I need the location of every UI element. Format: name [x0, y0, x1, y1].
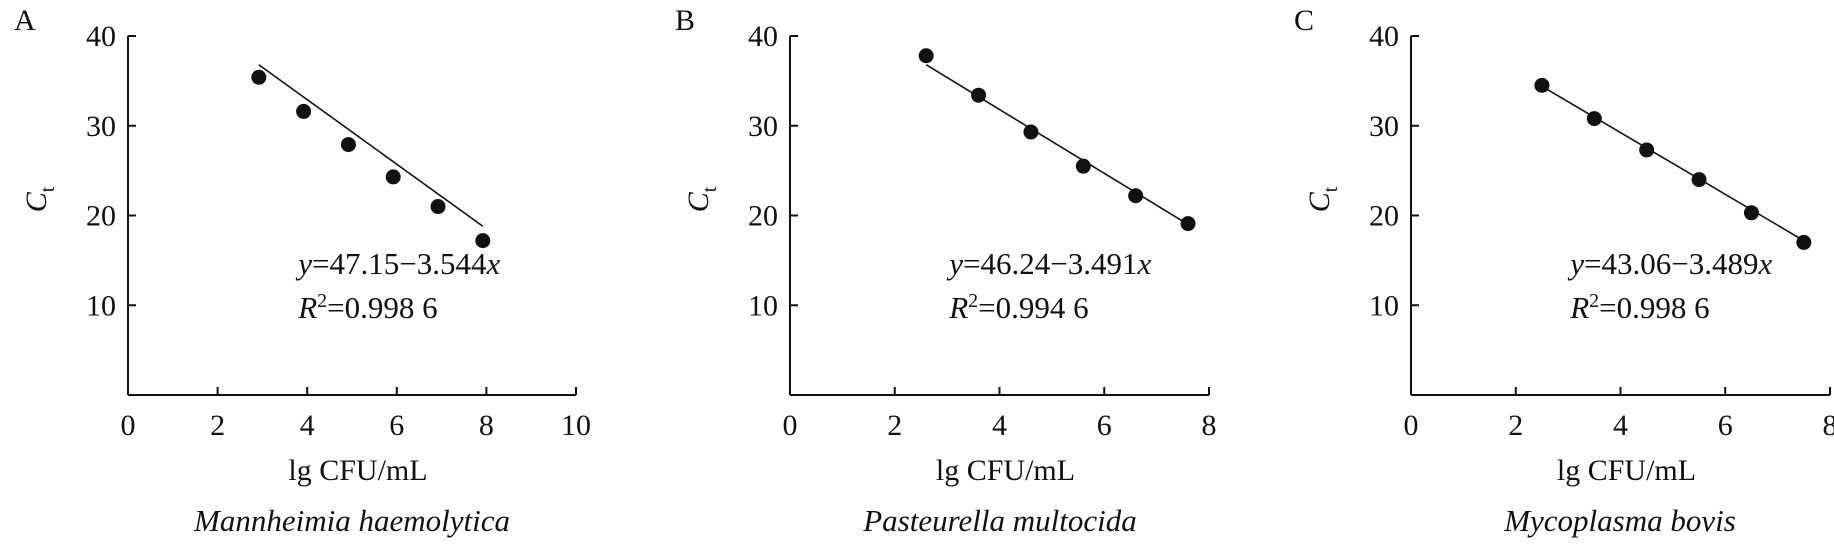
y-axis-title-sub: t: [37, 186, 59, 192]
species-caption: Mycoplasma bovis: [1503, 503, 1736, 538]
r-squared-value: =0.998 6: [1599, 290, 1709, 325]
x-tick-label: 6: [1097, 409, 1112, 442]
equation-x: x: [1136, 246, 1151, 281]
x-tick-label: 0: [1404, 409, 1419, 442]
r-squared: R2=0.998 6: [297, 290, 437, 325]
y-tick-label: 30: [1369, 110, 1399, 143]
data-point: [1743, 205, 1759, 221]
data-point: [251, 69, 267, 85]
regression-equation: y=43.06−3.489x: [1567, 246, 1772, 281]
fit-line: [258, 64, 484, 227]
equation-y: y: [1567, 246, 1584, 281]
equation-y: y: [295, 246, 312, 281]
data-point: [1023, 124, 1039, 140]
y-axis-title: Ct: [682, 186, 721, 212]
r-squared-exponent: 2: [317, 290, 327, 312]
data-point: [918, 48, 934, 64]
x-tick-label: 8: [479, 409, 494, 442]
y-tick-label: 40: [1369, 20, 1399, 53]
data-point: [1128, 188, 1144, 204]
x-tick-label: 2: [1508, 409, 1523, 442]
r-squared: R2=0.998 6: [1569, 290, 1709, 325]
chart-panel-c: C 0 2 4 6 8 10 20 30 40 Ct lg CFU/mL Mycoplasma bovi…: [1294, 4, 1834, 538]
y-tick-label: 20: [748, 200, 778, 233]
regression-equation: y=46.24−3.491x: [946, 246, 1151, 281]
fit-line: [1541, 85, 1805, 242]
x-tick-label: 6: [1718, 409, 1733, 442]
chart-panel-a: A 0 2 4 6 8 10 10 20 30 40 Ct lg CFU/mL Mannheimia ha…: [14, 4, 591, 538]
x-tick-label: 8: [1202, 409, 1217, 442]
x-tick-label: 4: [300, 409, 315, 442]
x-tick-label: 8: [1823, 409, 1834, 442]
y-tick-label: 30: [86, 110, 116, 143]
r-squared-symbol: R: [297, 290, 317, 325]
r-squared-value: =0.994 6: [978, 290, 1088, 325]
y-tick-label: 20: [86, 200, 116, 233]
data-point: [1075, 158, 1091, 174]
y-tick-label: 10: [86, 289, 116, 322]
y-tick-label: 10: [1369, 289, 1399, 322]
x-tick-label: 4: [992, 409, 1007, 442]
data-point: [430, 199, 446, 215]
species-caption: Pasteurella multocida: [862, 503, 1137, 538]
data-point: [1796, 234, 1812, 250]
x-tick-label: 4: [1613, 409, 1628, 442]
fit-line: [925, 64, 1189, 226]
equation-rhs: =47.15−3.544: [312, 246, 487, 281]
r-squared: R2=0.994 6: [948, 290, 1088, 325]
equation-rhs: =43.06−3.489: [1584, 246, 1758, 281]
data-point: [385, 169, 401, 185]
x-axis-title: lg CFU/mL: [288, 454, 427, 487]
data-point: [296, 103, 312, 119]
data-point: [475, 233, 491, 249]
regression-equation: y=47.15−3.544x: [295, 246, 500, 281]
r-squared-exponent: 2: [968, 290, 978, 312]
panel-letter: C: [1294, 4, 1314, 37]
y-axis-title-main: C: [1303, 191, 1336, 212]
y-axis-title: Ct: [1303, 186, 1342, 212]
x-tick-label: 2: [887, 409, 902, 442]
data-point: [1586, 111, 1602, 127]
x-tick-label: 0: [783, 409, 798, 442]
y-tick-label: 10: [748, 289, 778, 322]
data-point: [1639, 142, 1655, 158]
y-axis-title-main: C: [682, 191, 715, 212]
species-caption: Mannheimia haemolytica: [193, 503, 510, 538]
y-tick-label: 40: [86, 20, 116, 53]
y-axis-title-sub: t: [699, 186, 721, 192]
chart-panel-b: B 0 2 4 6 8 10 20 30 40 Ct lg CFU/mL Pasteurella mul…: [675, 4, 1217, 538]
x-axis-title: lg CFU/mL: [1557, 454, 1696, 487]
data-point: [1691, 172, 1707, 188]
equation-y: y: [946, 246, 963, 281]
x-tick-label: 6: [389, 409, 404, 442]
equation-x: x: [1757, 246, 1772, 281]
x-tick-label: 2: [210, 409, 225, 442]
x-tick-label: 0: [121, 409, 136, 442]
data-point: [1180, 216, 1196, 232]
y-tick-label: 20: [1369, 200, 1399, 233]
y-tick-label: 40: [748, 20, 778, 53]
r-squared-symbol: R: [948, 290, 968, 325]
y-axis-title: Ct: [20, 186, 59, 212]
y-axis-title-main: C: [20, 191, 53, 212]
y-axis-title-sub: t: [1320, 186, 1342, 192]
r-squared-value: =0.998 6: [327, 290, 437, 325]
x-axis-title: lg CFU/mL: [936, 454, 1075, 487]
equation-x: x: [485, 246, 500, 281]
data-point: [1534, 77, 1550, 93]
r-squared-symbol: R: [1569, 290, 1589, 325]
panel-letter: A: [14, 4, 36, 37]
y-tick-label: 30: [748, 110, 778, 143]
r-squared-exponent: 2: [1589, 290, 1599, 312]
equation-rhs: =46.24−3.491: [963, 246, 1137, 281]
data-point: [971, 87, 987, 103]
x-tick-label: 10: [561, 409, 591, 442]
data-point: [340, 137, 356, 153]
panel-letter: B: [675, 4, 695, 37]
